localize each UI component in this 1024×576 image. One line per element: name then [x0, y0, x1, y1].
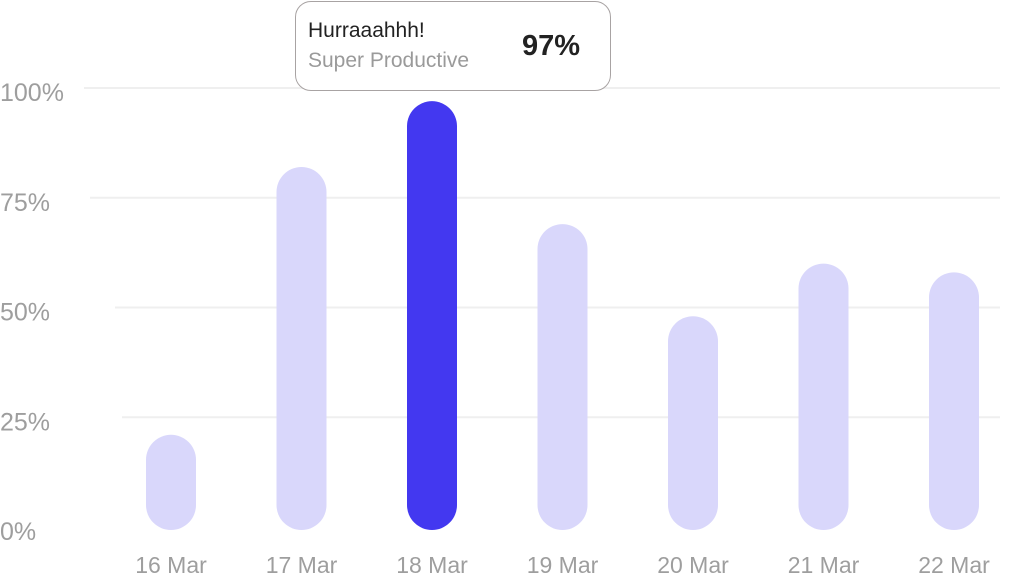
x-tick-label: 17 Mar — [266, 552, 338, 576]
bar-18-mar — [407, 101, 457, 531]
bar-16-mar — [146, 434, 196, 530]
x-tick-label: 21 Mar — [788, 552, 860, 576]
tooltip: Hurraaahhh! Super Productive 97% — [295, 1, 611, 91]
y-tick-label: 100% — [0, 79, 64, 107]
x-tick-label: 18 Mar — [396, 552, 468, 576]
x-tick-label: 22 Mar — [918, 552, 990, 576]
bar-17-mar — [276, 167, 327, 530]
bar-20-mar — [668, 316, 718, 530]
y-tick-label: 75% — [0, 189, 50, 217]
tooltip-title: Hurraaahhh! — [308, 19, 425, 42]
bar-22-mar — [929, 272, 979, 530]
y-tick-label: 0% — [0, 518, 36, 546]
x-tick-label: 16 Mar — [135, 552, 207, 576]
y-tick-label: 25% — [0, 408, 50, 436]
tooltip-subtitle: Super Productive — [308, 49, 470, 72]
bar-21-mar — [798, 263, 849, 530]
tooltip-value: 97% — [522, 30, 581, 62]
y-tick-label: 50% — [0, 299, 50, 327]
x-tick-label: 19 Mar — [527, 552, 599, 576]
bar-19-mar — [537, 224, 588, 530]
x-tick-label: 20 Mar — [657, 552, 729, 576]
